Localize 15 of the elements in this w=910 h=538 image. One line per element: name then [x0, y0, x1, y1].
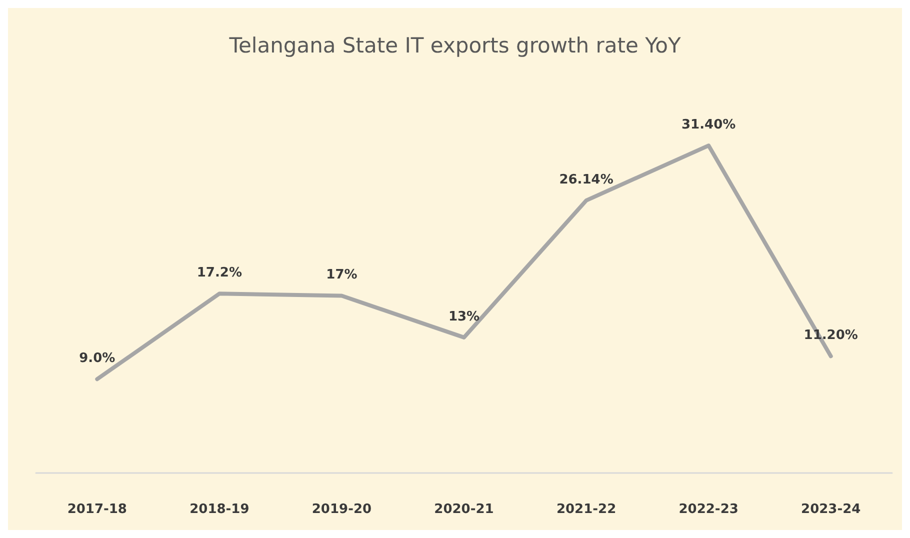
x-tick-label: 2017-18 [67, 502, 127, 517]
x-tick-label: 2021-22 [556, 502, 616, 517]
data-label: 9.0% [79, 351, 116, 366]
x-tick-label: 2020-21 [434, 502, 494, 517]
data-label: 31.40% [681, 118, 736, 133]
x-tick-label: 2019-20 [312, 502, 372, 517]
data-label: 11.20% [804, 328, 858, 344]
x-tick-label: 2023-24 [801, 502, 861, 517]
x-tick-label: 2018-19 [190, 502, 250, 517]
data-label: 13% [448, 309, 480, 324]
data-label: 26.14% [559, 172, 614, 188]
x-tick-label: 2022-23 [678, 502, 738, 517]
data-label: 17% [326, 268, 358, 283]
chart-title: Telangana State IT exports growth rate YoY [228, 34, 681, 58]
data-label: 17.2% [196, 266, 242, 281]
